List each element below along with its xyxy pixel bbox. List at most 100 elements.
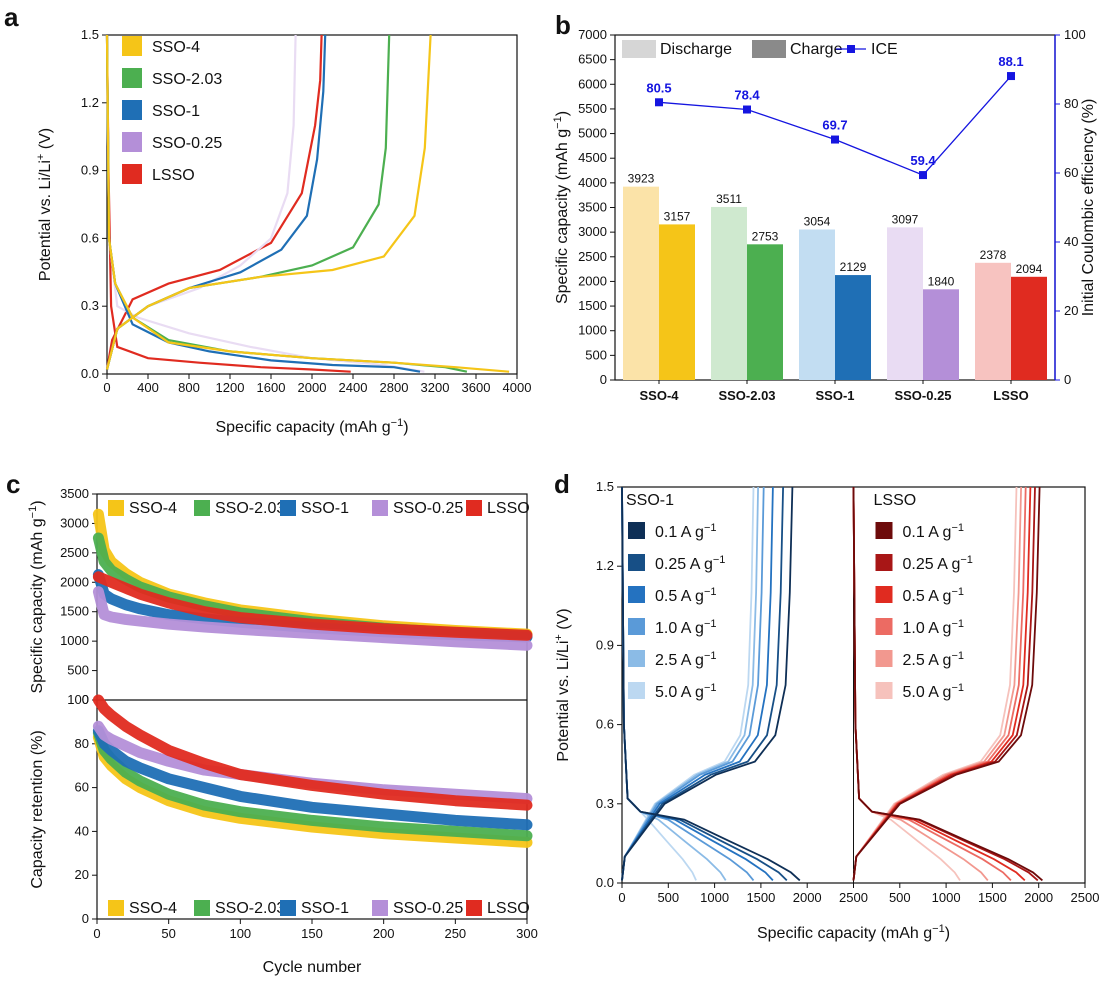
legend-top-swatch-LSSO xyxy=(466,500,482,516)
legend-swatch-SSO-4 xyxy=(122,36,142,56)
capacity-band-SSO-0.25 xyxy=(92,586,533,651)
legend-left-swatch xyxy=(628,586,645,603)
y-tick-label-top: 2000 xyxy=(60,574,89,589)
legend-right-swatch xyxy=(875,650,893,667)
y-tick-label: 4500 xyxy=(578,150,607,165)
legend-right-label: 0.1 A g−1 xyxy=(903,522,964,541)
legend-right-label: 2.5 A g−1 xyxy=(903,650,964,669)
panel-d-letter: d xyxy=(554,469,570,499)
legend-top-label-SSO-1: SSO-1 xyxy=(301,500,349,517)
legend-top-swatch-SSO-1 xyxy=(280,500,296,516)
legend-top-swatch-SSO-2.03 xyxy=(194,500,210,516)
x-tick-label: 200 xyxy=(373,926,395,941)
legend-label-SSO-2.03: SSO-2.03 xyxy=(152,71,222,88)
y-tick-label-top: 3000 xyxy=(60,515,89,530)
sso1-charge-curve xyxy=(621,486,794,881)
y-tick-label-bottom: 60 xyxy=(75,780,89,795)
panel-b-letter: b xyxy=(555,10,571,40)
bar-label-discharge: 3054 xyxy=(804,214,831,228)
x-tick-label: 400 xyxy=(137,380,159,395)
y-tick-label-top: 0 xyxy=(82,692,89,707)
y-tick-label-top: 2500 xyxy=(60,545,89,560)
y-tick-label: 0.3 xyxy=(81,298,99,313)
legend-bottom-label-SSO-2.03: SSO-2.03 xyxy=(215,900,285,917)
x-tick-label: 1200 xyxy=(216,380,245,395)
y-tick-label-top: 1000 xyxy=(60,633,89,648)
legend-left-label: 0.25 A g−1 xyxy=(655,554,725,573)
y2-tick-label: 100 xyxy=(1064,27,1086,42)
left-title: SSO-1 xyxy=(626,492,674,509)
x-tick-label-left: 2500 xyxy=(839,890,868,905)
x-tick-label-right: 2500 xyxy=(1071,890,1100,905)
legend-swatch-SSO-2.03 xyxy=(122,68,142,88)
x-tick-label: 4000 xyxy=(503,380,532,395)
x-axis-title: Specific capacity (mAh g−1) xyxy=(757,923,950,942)
legend-bottom-swatch-SSO-0.25 xyxy=(372,900,388,916)
sso1-discharge-curve xyxy=(621,486,801,882)
x-tick-label-left: 1500 xyxy=(746,890,775,905)
legend-bottom-label-SSO-1: SSO-1 xyxy=(301,900,349,917)
retention-band-LSSO xyxy=(92,694,533,811)
legend-left-swatch xyxy=(628,650,645,667)
legend-swatch-SSO-1 xyxy=(122,100,142,120)
y-tick-label: 1.5 xyxy=(596,479,614,494)
bar-label-charge: 2129 xyxy=(840,260,867,274)
legend-bottom-swatch-SSO-1 xyxy=(280,900,296,916)
panel-a: a 0 400 800 1200 1600 2000 2400 2800 3200 3600 400… xyxy=(0,0,540,460)
x-tick-label: 3200 xyxy=(421,380,450,395)
discharge-curve-LSSO xyxy=(105,34,351,373)
x-tick-label-right: 1500 xyxy=(978,890,1007,905)
legend-bottom-label-LSSO: LSSO xyxy=(487,900,530,917)
legend-top-swatch-SSO-4 xyxy=(108,500,124,516)
retention-band-SSO-2.03 xyxy=(92,727,533,842)
y-tick-label: 0.3 xyxy=(596,796,614,811)
legend-ice-marker xyxy=(847,45,855,53)
y-tick-label: 2000 xyxy=(578,273,607,288)
y-tick-label: 1.5 xyxy=(81,27,99,42)
bar-label-charge: 1840 xyxy=(928,274,955,288)
y2-tick-label: 40 xyxy=(1064,234,1078,249)
x-tick-label: 100 xyxy=(229,926,251,941)
bar-discharge-SSO-0.25 xyxy=(887,227,923,380)
legend-right-label: 5.0 A g−1 xyxy=(903,682,964,701)
x-tick-label-right: 500 xyxy=(889,890,911,905)
legend-right-swatch xyxy=(875,586,893,603)
x-tick-label-left: 1000 xyxy=(700,890,729,905)
y-tick-label: 1.2 xyxy=(596,558,614,573)
y2-tick-label: 60 xyxy=(1064,165,1078,180)
y-tick-label: 0.6 xyxy=(81,230,99,245)
lsso-charge-curve xyxy=(852,486,1041,881)
x-tick-label: 800 xyxy=(178,380,200,395)
legend-right-swatch xyxy=(875,682,893,699)
legend-left-swatch xyxy=(628,554,645,571)
category-label: SSO-4 xyxy=(639,388,679,403)
chart-c: 0 50 100 150 200 250 3000500100015002000250030… xyxy=(27,486,538,976)
x-tick-label: 3600 xyxy=(462,380,491,395)
legend-swatch-charge xyxy=(752,40,786,58)
y-tick-label: 1.2 xyxy=(81,95,99,110)
legend-right-label: 1.0 A g−1 xyxy=(903,618,964,637)
legend-bottom-label-SSO-0.25: SSO-0.25 xyxy=(393,900,463,917)
legend-top-swatch-SSO-0.25 xyxy=(372,500,388,516)
y-tick-label-top: 500 xyxy=(67,663,89,678)
panel-d: d 0 500 1000 1500 2000 2500 500 1000 1500 2000 250… xyxy=(550,465,1105,986)
y-tick-label: 1500 xyxy=(578,298,607,313)
legend-label-SSO-0.25: SSO-0.25 xyxy=(152,135,222,152)
y-tick-label: 4000 xyxy=(578,175,607,190)
y-tick-label-bottom: 80 xyxy=(75,736,89,751)
bar-label-charge: 2753 xyxy=(752,229,779,243)
ice-point xyxy=(655,98,663,107)
category-label: SSO-1 xyxy=(815,388,854,403)
legend-bottom-swatch-LSSO xyxy=(466,900,482,916)
legend-top-label-LSSO: LSSO xyxy=(487,500,530,517)
y-tick-label-top: 3500 xyxy=(60,486,89,501)
right-title: LSSO xyxy=(874,492,917,509)
x-tick-label: 150 xyxy=(301,926,323,941)
bar-charge-SSO-1 xyxy=(835,275,871,380)
chart-d: 0 500 1000 1500 2000 2500 500 1000 1500 2000 2500 0… xyxy=(553,479,1100,942)
x-tick-label-left: 0 xyxy=(618,890,625,905)
y-tick-label: 1000 xyxy=(578,323,607,338)
discharge-curve-SSO-4 xyxy=(105,34,510,373)
y-tick-label: 500 xyxy=(585,347,607,362)
x-tick-label-right: 2000 xyxy=(1024,890,1053,905)
